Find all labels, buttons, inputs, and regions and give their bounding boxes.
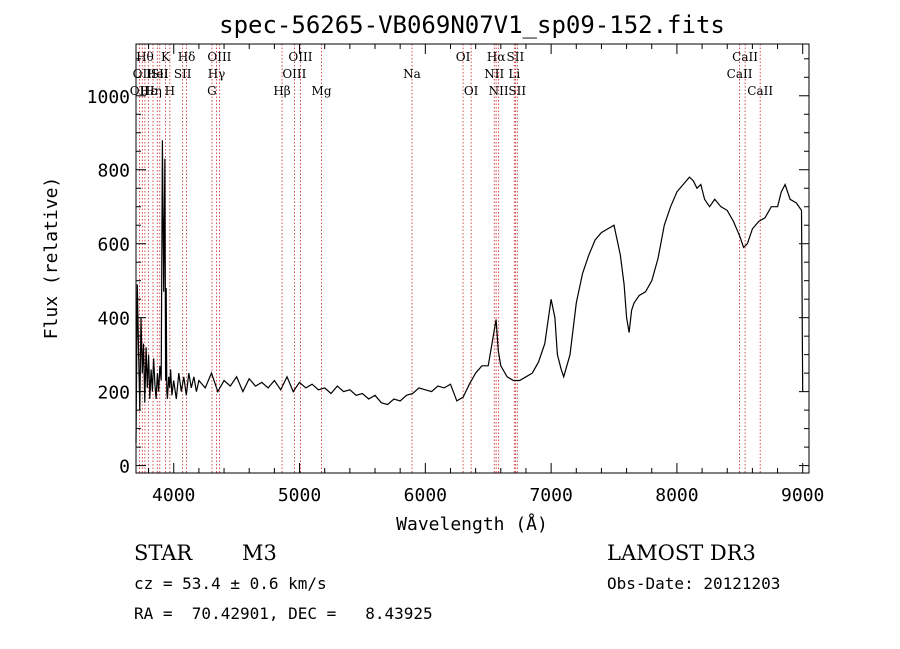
x-axis-ticks: 4000 5000 6000 7000 8000 9000 [148,44,824,506]
line-label: OIII [288,50,312,64]
object-subclass: M3 [242,541,277,565]
y-tick-label: 0 [119,457,130,478]
line-label: SII [507,50,525,64]
line-label: OI [456,50,471,64]
y-tick-label: 1000 [87,87,130,108]
line-label: Hβ [273,84,290,98]
line-label: OII [130,84,150,98]
line-label: NII [489,84,509,98]
y-tick-label: 800 [97,161,130,182]
coordinates: RA = 70.42901, DEC = 8.43925 [134,604,433,623]
line-label: HeI [146,67,169,81]
spectral-line-labels: OIIOIIHθHεHηHeISIIKHHδSIIGHγOIIIHβOIIIOI… [130,50,774,98]
line-label: NII [484,67,504,81]
line-label: K [161,50,171,64]
line-label: Na [403,67,421,81]
line-label: CaII [732,50,758,64]
x-tick-label: 8000 [655,485,698,506]
survey-name: LAMOST DR3 [607,541,756,565]
redshift-value: cz = 53.4 ± 0.6 km/s [134,574,327,593]
x-tick-label: 6000 [404,485,447,506]
line-label: CaII [727,67,753,81]
line-label: OIII [282,67,306,81]
line-label: Hδ [178,50,196,64]
chart-title: spec-56265-VB069N07V1_sp09-152.fits [219,11,725,39]
line-label: H [165,84,175,98]
line-label: SII [174,67,192,81]
y-axis-ticks: 0 200 400 600 800 1000 [87,58,809,478]
line-label: Hη [144,84,162,98]
y-axis-label: Flux (relative) [41,177,62,340]
line-label: Hγ [208,67,226,81]
line-label: Hε [140,84,157,98]
spectral-line-markers [138,44,761,473]
line-label: G [207,84,217,98]
line-label: SII [508,84,526,98]
line-label: Hθ [136,50,154,64]
line-label: Mg [312,84,332,98]
x-tick-label: 9000 [781,485,824,506]
x-tick-label: 5000 [278,485,321,506]
y-tick-label: 200 [97,383,130,404]
line-label: SII [151,67,169,81]
y-tick-label: 400 [97,309,130,330]
x-tick-label: 7000 [529,485,572,506]
line-label: OIII [207,50,231,64]
observation-date: Obs-Date: 20121203 [607,574,780,593]
plot-frame [135,43,810,474]
line-label: OI [464,84,479,98]
x-tick-label: 4000 [152,485,195,506]
object-class: STAR [134,541,193,565]
y-tick-label: 600 [97,235,130,256]
line-label: CaII [747,84,773,98]
line-label: Li [508,67,520,81]
line-label: Hα [487,50,506,64]
x-axis-label: Wavelength (Å) [396,513,548,535]
spectrum-line [135,140,804,444]
